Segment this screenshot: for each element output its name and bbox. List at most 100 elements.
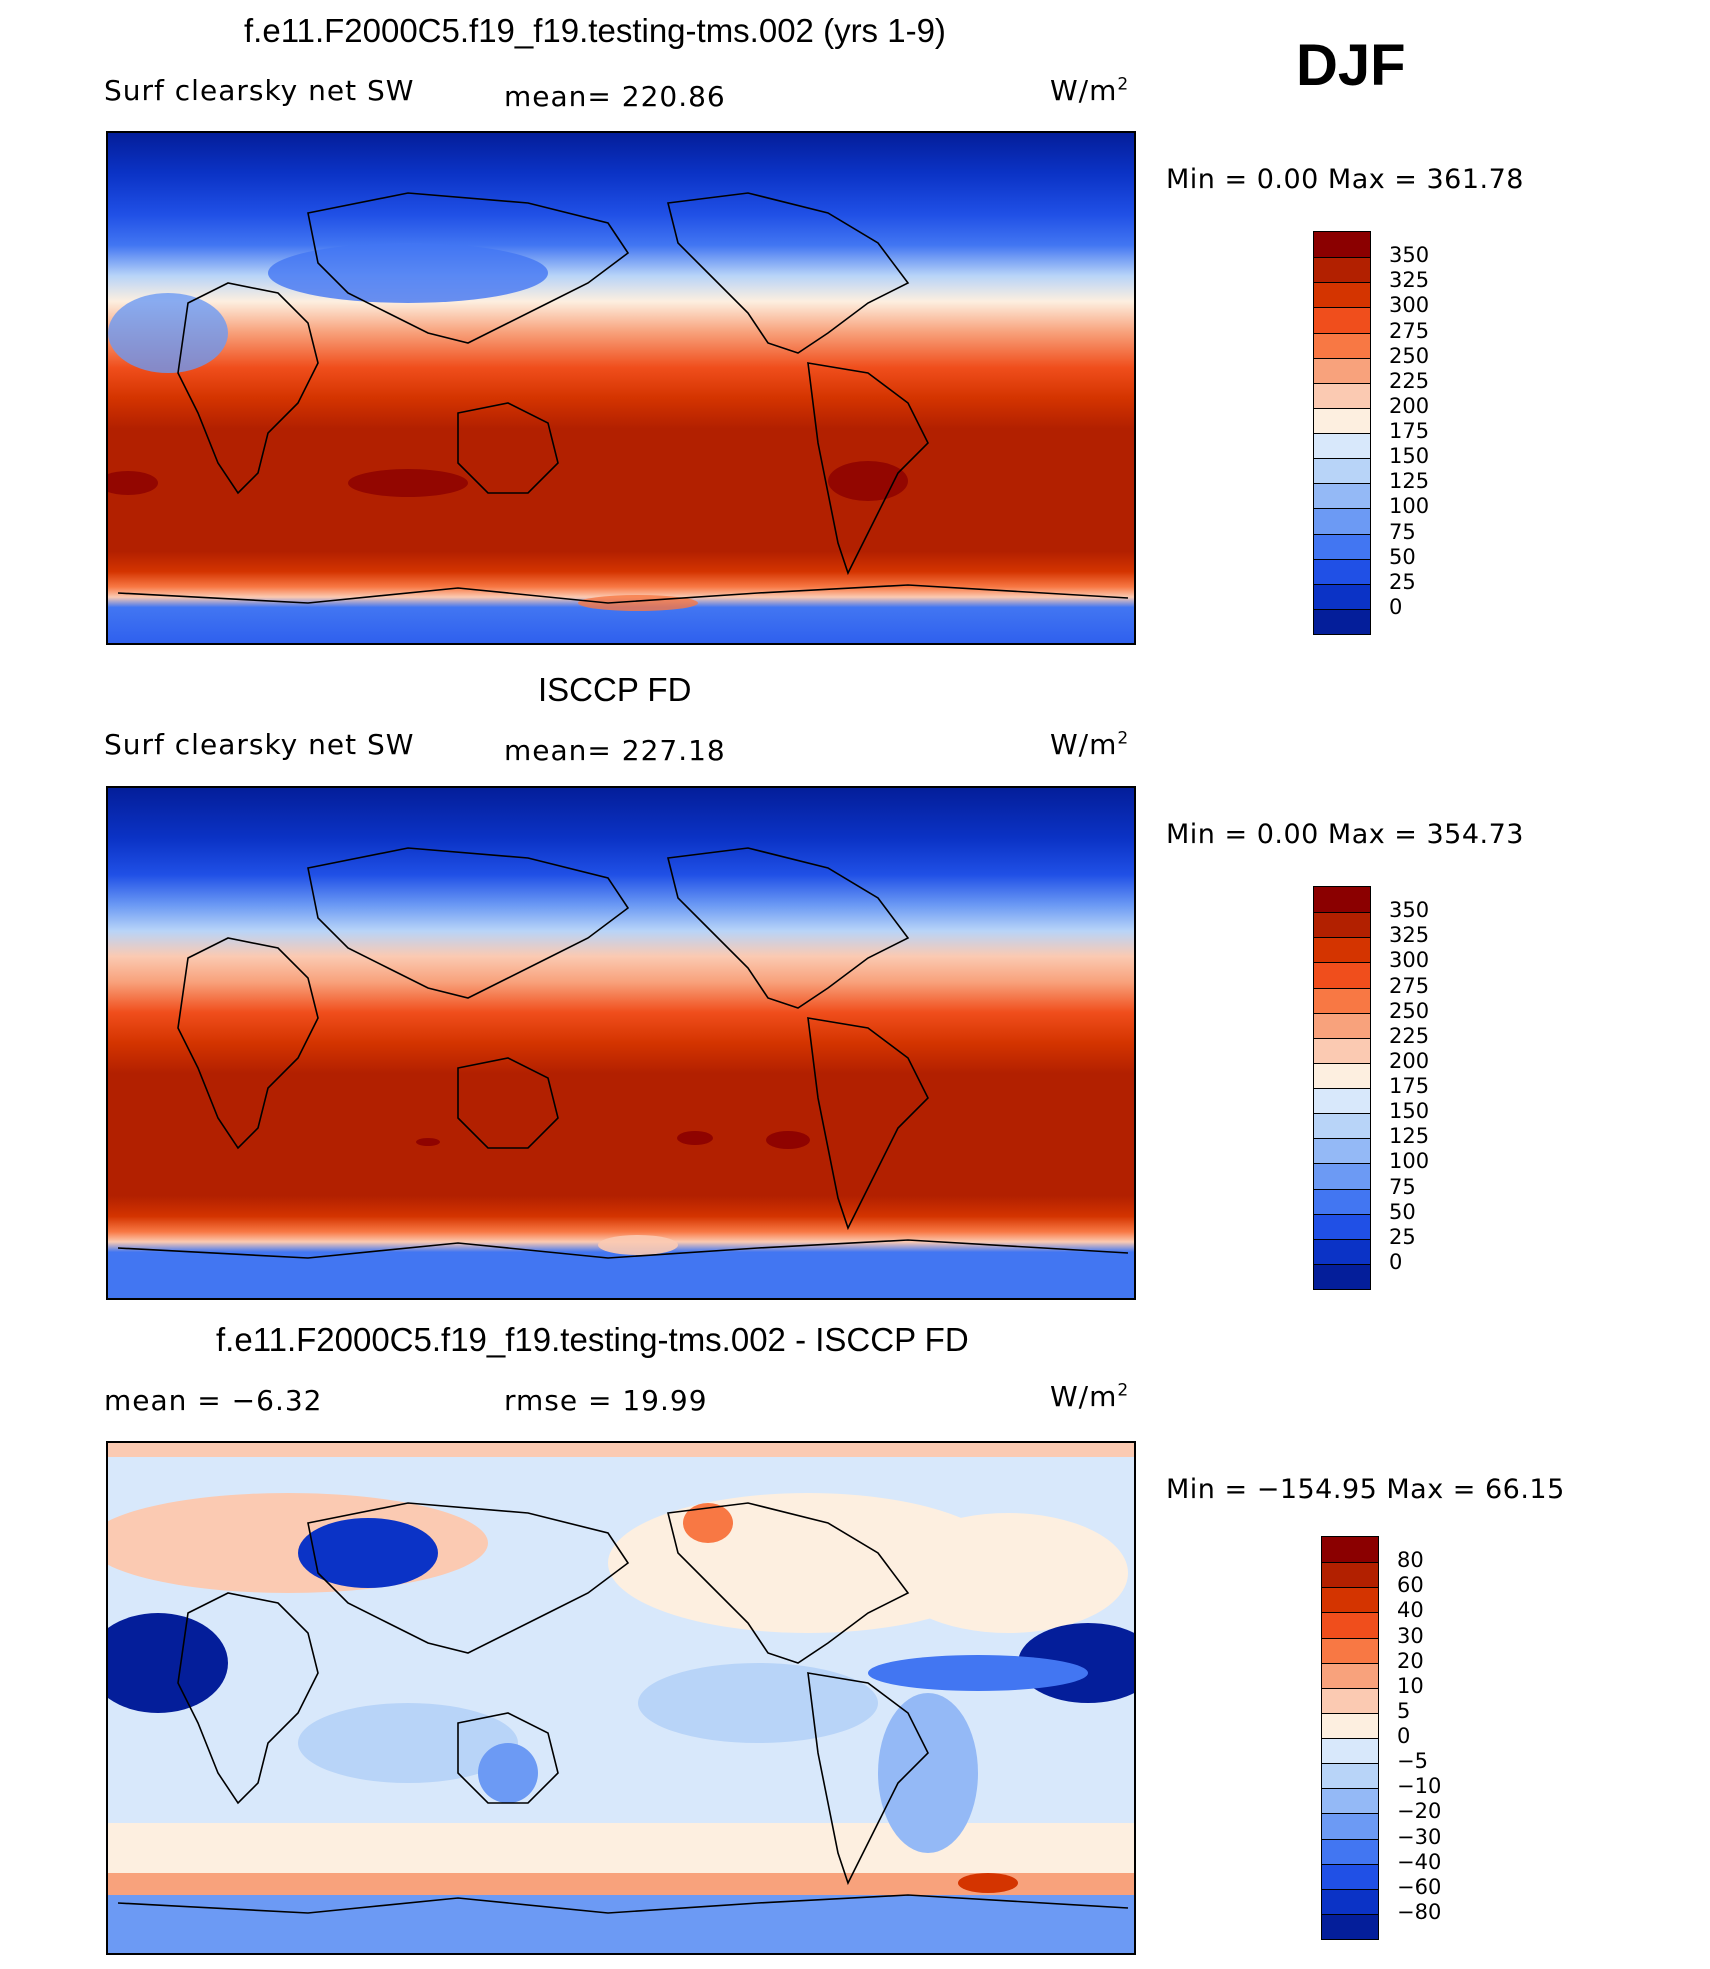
colorbar-tick-label: 0 xyxy=(1389,594,1403,619)
coastline xyxy=(307,192,630,344)
coastline xyxy=(667,1502,910,1664)
panel-1-colorbar xyxy=(1313,231,1371,635)
panel-3-mean-label: mean = −6.32 xyxy=(104,1384,323,1417)
colorbar-tick-label: 30 xyxy=(1397,1623,1424,1648)
colorbar-tick-label: 250 xyxy=(1389,343,1430,368)
colorbar-swatch xyxy=(1322,1763,1378,1789)
colorbar-tick-label: −30 xyxy=(1397,1824,1442,1849)
colorbar-tick-label: −20 xyxy=(1397,1799,1442,1824)
coastline xyxy=(307,1502,630,1654)
colorbar-swatch xyxy=(1322,1687,1378,1713)
colorbar-tick-label: 275 xyxy=(1389,973,1430,998)
colorbar-tick-label: 50 xyxy=(1389,544,1416,569)
colorbar-swatch xyxy=(1314,1163,1370,1189)
panel-2-map xyxy=(106,786,1136,1300)
colorbar-swatch xyxy=(1314,433,1370,459)
coastline xyxy=(117,584,1129,604)
panel-3-colorbar xyxy=(1321,1536,1379,1940)
panel-1-variable-label: Surf clearsky net SW xyxy=(104,74,415,107)
colorbar-swatch xyxy=(1314,912,1370,938)
colorbar-tick-label: 50 xyxy=(1389,1199,1416,1224)
panel-3-units: W/m2 xyxy=(1050,1380,1130,1413)
coastline xyxy=(457,1712,559,1804)
colorbar-swatch xyxy=(1314,1188,1370,1214)
colorbar-tick-label: 25 xyxy=(1389,1224,1416,1249)
colorbar-tick-label: 0 xyxy=(1397,1724,1411,1748)
panel-2-mean-label: mean= 227.18 xyxy=(504,734,726,767)
colorbar-swatch xyxy=(1314,458,1370,484)
colorbar-swatch xyxy=(1314,937,1370,963)
coastline xyxy=(117,1894,1129,1914)
colorbar-tick-label: 125 xyxy=(1389,469,1430,494)
panel-3-title: f.e11.F2000C5.f19_f19.testing-tms.002 - … xyxy=(216,1321,969,1358)
colorbar-tick-label: 150 xyxy=(1389,1099,1430,1124)
colorbar-swatch xyxy=(1322,1587,1378,1613)
coastline xyxy=(177,282,319,495)
panel-1-units: W/m2 xyxy=(1050,74,1130,107)
colorbar-tick-label: 225 xyxy=(1389,1023,1430,1048)
colorbar-swatch xyxy=(1322,1863,1378,1889)
colorbar-swatch xyxy=(1322,1888,1378,1914)
panel-3-map xyxy=(106,1441,1136,1955)
colorbar-tick-label: 200 xyxy=(1389,1048,1430,1073)
colorbar-tick-label: 40 xyxy=(1397,1598,1424,1623)
panel-3-rmse-label: rmse = 19.99 xyxy=(504,1384,708,1417)
colorbar-tick-label: 300 xyxy=(1389,948,1430,973)
colorbar-swatch xyxy=(1314,1213,1370,1239)
colorbar-tick-label: −40 xyxy=(1397,1849,1442,1874)
colorbar-swatch xyxy=(1322,1838,1378,1864)
colorbar-tick-label: 200 xyxy=(1389,393,1430,418)
colorbar-swatch xyxy=(1314,987,1370,1013)
colorbar-swatch xyxy=(1314,357,1370,383)
colorbar-tick-label: 350 xyxy=(1389,243,1430,268)
panel-1-title: f.e11.F2000C5.f19_f19.testing-tms.002 (y… xyxy=(244,12,946,49)
colorbar-tick-label: 0 xyxy=(1389,1249,1403,1274)
colorbar-tick-label: 175 xyxy=(1389,1074,1430,1098)
coastline xyxy=(117,1239,1129,1259)
colorbar-swatch xyxy=(1314,1113,1370,1139)
colorbar-swatch xyxy=(1314,558,1370,584)
colorbar-tick-label: 325 xyxy=(1389,268,1430,293)
colorbar-swatch xyxy=(1314,962,1370,988)
colorbar-tick-label: 250 xyxy=(1389,998,1430,1023)
colorbar-tick-label: 100 xyxy=(1389,494,1430,519)
colorbar-swatch xyxy=(1314,307,1370,333)
colorbar-swatch xyxy=(1322,1637,1378,1663)
colorbar-tick-label: 80 xyxy=(1397,1548,1424,1573)
panel-2-title: ISCCP FD xyxy=(538,671,692,708)
coastline xyxy=(807,1672,929,1886)
panel-1-map xyxy=(106,131,1136,645)
colorbar-swatch xyxy=(1314,282,1370,308)
colorbar-tick-label: 175 xyxy=(1389,419,1430,443)
colorbar-swatch xyxy=(1322,1537,1378,1563)
colorbar-tick-label: 75 xyxy=(1389,519,1416,544)
colorbar-swatch xyxy=(1314,382,1370,408)
colorbar-swatch xyxy=(1314,1012,1370,1038)
coastline xyxy=(177,1592,319,1805)
panel-2-minmax: Min = 0.00 Max = 354.73 xyxy=(1166,819,1524,850)
colorbar-tick-label: 325 xyxy=(1389,923,1430,948)
coastline xyxy=(667,847,910,1009)
colorbar-swatch xyxy=(1322,1788,1378,1814)
coastline xyxy=(807,1017,929,1231)
colorbar-swatch xyxy=(1314,1088,1370,1114)
colorbar-swatch xyxy=(1314,407,1370,433)
colorbar-swatch xyxy=(1314,1238,1370,1264)
colorbar-swatch xyxy=(1314,1062,1370,1088)
colorbar-swatch xyxy=(1314,583,1370,609)
panel-2-colorbar xyxy=(1313,886,1371,1290)
colorbar-tick-label: 10 xyxy=(1397,1673,1424,1698)
coastline xyxy=(457,1057,559,1149)
colorbar-tick-label: 100 xyxy=(1389,1149,1430,1174)
colorbar-swatch xyxy=(1322,1562,1378,1588)
colorbar-swatch xyxy=(1322,1662,1378,1688)
colorbar-swatch xyxy=(1314,232,1370,258)
coastline xyxy=(807,362,929,576)
colorbar-swatch xyxy=(1314,1037,1370,1063)
colorbar-swatch xyxy=(1322,1738,1378,1764)
colorbar-tick-label: 60 xyxy=(1397,1573,1424,1598)
colorbar-tick-label: 350 xyxy=(1389,898,1430,923)
colorbar-swatch xyxy=(1314,257,1370,283)
colorbar-swatch xyxy=(1314,1263,1370,1289)
colorbar-swatch xyxy=(1314,483,1370,509)
